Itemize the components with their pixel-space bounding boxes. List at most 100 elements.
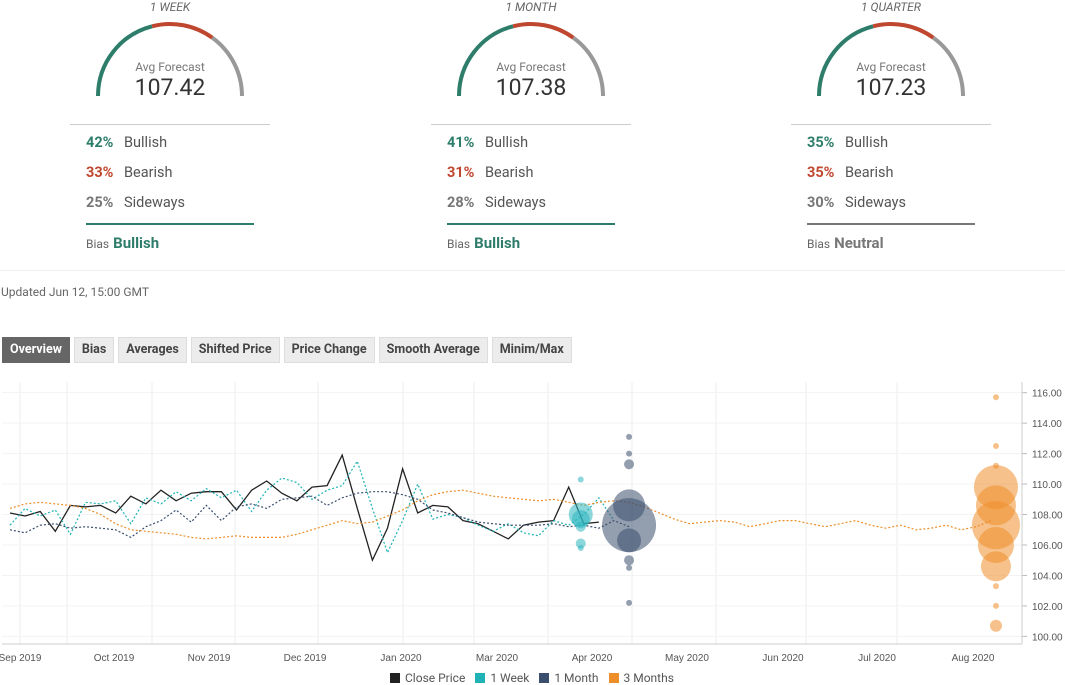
forecast-bubble-3-months (989, 619, 1002, 632)
avg-forecast-value: 107.23 (855, 74, 927, 101)
forecast-bubble-1-month (624, 459, 635, 470)
forecast-chart: 100.00 102.00 104.00 106.00 108.00 110.00 112.… (0, 382, 1063, 664)
x-tick-label: Jun 2020 (762, 653, 804, 664)
legend-swatch (539, 673, 550, 683)
forecast-bubble-1-month (626, 564, 633, 571)
gauge-segment (512, 22, 575, 40)
y-tick-label: 112.00 (1032, 450, 1062, 461)
y-tick-label: 104.00 (1032, 571, 1063, 582)
series-line-1-week (9, 459, 615, 555)
bias-label: Bias (447, 237, 471, 251)
forecast-gauge (817, 22, 965, 97)
tab-minim-max[interactable]: Minim/Max (491, 337, 572, 363)
bias-value: Bullish (113, 234, 160, 252)
sentiment-row-sideways: 30% Sideways (807, 194, 906, 211)
legend-item-1-week[interactable]: 1 Week (475, 671, 529, 685)
avg-forecast-value: 107.42 (134, 74, 206, 101)
sentiment-label: Bullish (485, 134, 529, 151)
legend-swatch (390, 673, 400, 683)
forecast-bubble-1-week (575, 538, 586, 549)
x-tick-label: Oct 2019 (94, 653, 135, 664)
sentiment-label: Sideways (124, 194, 186, 211)
forecast-bubble-1-month (617, 528, 642, 553)
forecast-bubble-3-months (992, 394, 999, 401)
legend-label: 3 Months (623, 671, 674, 685)
forecast-bubble-3-months (992, 602, 999, 609)
tab-bias[interactable]: Bias (73, 337, 115, 363)
x-tick-label: Jan 2020 (380, 653, 422, 664)
sentiment-pct: 35% (807, 134, 835, 151)
bias-indicator: Bias Neutral (807, 234, 884, 252)
legend-item-1-month[interactable]: 1 Month (539, 671, 599, 685)
gauge-segment (872, 22, 935, 40)
forecast-bubble-1-month (602, 498, 657, 553)
legend-item-3-months[interactable]: 3 Months (608, 671, 674, 685)
y-tick-label: 114.00 (1032, 419, 1062, 430)
y-tick-label: 106.00 (1032, 541, 1063, 552)
sentiment-label: Sideways (845, 194, 907, 211)
chart-legend: Close Price 1 Week 1 Month 3 Months (390, 671, 674, 685)
forecast-gauge (457, 22, 605, 97)
updated-timestamp: Updated Jun 12, 15:00 GMT (1, 285, 150, 299)
legend-label: 1 Month (554, 671, 599, 685)
bias-label: Bias (86, 237, 110, 251)
avg-forecast-label: Avg Forecast (135, 60, 205, 74)
forecast-bubble-1-month (624, 555, 635, 566)
sentiment-row-bearish: 31% Bearish (447, 164, 534, 181)
tab-averages[interactable]: Averages (118, 337, 187, 363)
forecast-bubble-1-week (577, 545, 584, 552)
legend-swatch (475, 673, 486, 683)
forecast-bubble-1-month (626, 599, 633, 606)
sentiment-row-bullish: 35% Bullish (807, 134, 888, 151)
x-tick-label: Dec 2019 (284, 653, 327, 664)
x-tick-label: Apr 2020 (572, 653, 613, 664)
panel-divider (791, 124, 991, 125)
gauge-segment (151, 22, 214, 40)
avg-forecast-label: Avg Forecast (856, 60, 926, 74)
sentiment-label: Bearish (485, 164, 534, 181)
gauge-segment (572, 36, 605, 97)
chart-tabs: Overview Bias Averages Shifted Price Price C… (2, 337, 572, 363)
bias-indicator: Bias Bullish (86, 234, 159, 252)
bias-underline (86, 223, 254, 225)
gauge-segment (817, 24, 874, 97)
sentiment-pct: 30% (807, 194, 835, 211)
tab-shifted-price[interactable]: Shifted Price (190, 337, 280, 363)
forecast-bubble-3-months (992, 442, 999, 449)
tab-overview[interactable]: Overview (2, 337, 70, 363)
period-label: 1 MONTH (505, 0, 557, 14)
tab-price-change[interactable]: Price Change (283, 337, 375, 363)
bias-value: Neutral (834, 234, 884, 252)
gauge-segment (211, 36, 244, 97)
series-line-3-months (9, 489, 992, 540)
forecast-bubble-1-month (626, 433, 633, 440)
legend-item-close-price[interactable]: Close Price (390, 671, 465, 685)
tab-smooth-average[interactable]: Smooth Average (378, 337, 488, 363)
forecast-bubble-3-months (992, 583, 999, 590)
legend-label: 1 Week (490, 671, 530, 685)
forecast-bubble-1-week (577, 476, 584, 483)
x-tick-label: Mar 2020 (476, 653, 519, 664)
sentiment-label: Bullish (845, 134, 889, 151)
sentiment-pct: 31% (447, 164, 475, 181)
x-tick-label: Jul 2020 (858, 653, 896, 664)
sentiment-pct: 41% (447, 134, 475, 151)
sentiment-pct: 33% (86, 164, 114, 181)
sentiment-label: Bullish (124, 134, 168, 151)
sentiment-label: Bearish (845, 164, 894, 181)
sentiment-pct: 28% (447, 194, 475, 211)
sentiment-row-sideways: 28% Sideways (447, 194, 546, 211)
forecast-bubble-1-week (571, 510, 590, 529)
forecast-bubble-3-months (977, 526, 1014, 563)
x-tick-label: Aug 2020 (952, 653, 995, 664)
legend-label: Close Price (405, 671, 466, 685)
y-tick-label: 116.00 (1032, 389, 1062, 400)
section-divider (0, 270, 1065, 271)
sentiment-label: Sideways (485, 194, 547, 211)
bias-underline (447, 223, 615, 225)
forecast-bubble-3-months (980, 551, 1011, 582)
legend-swatch (608, 673, 619, 683)
period-label: 1 WEEK (149, 0, 191, 14)
sentiment-pct: 42% (86, 134, 114, 151)
gauge-segment (96, 24, 153, 97)
